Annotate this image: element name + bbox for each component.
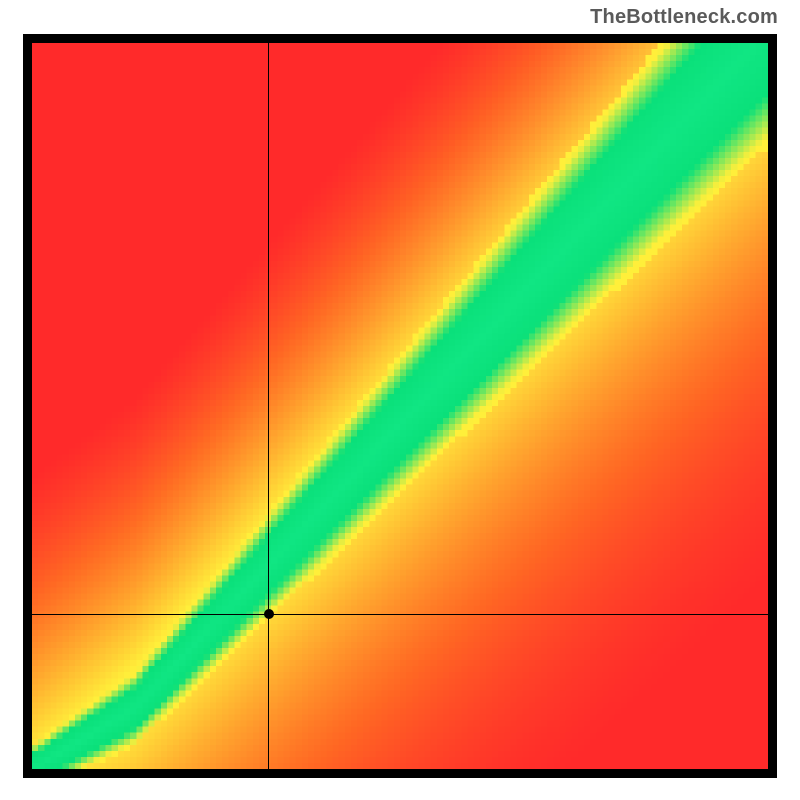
crosshair-horizontal [32,614,768,615]
figure-container: TheBottleneck.com [0,0,800,800]
plot-frame [23,34,777,778]
crosshair-vertical [268,43,269,769]
bottleneck-heatmap [32,43,768,769]
attribution-text: TheBottleneck.com [590,6,778,29]
